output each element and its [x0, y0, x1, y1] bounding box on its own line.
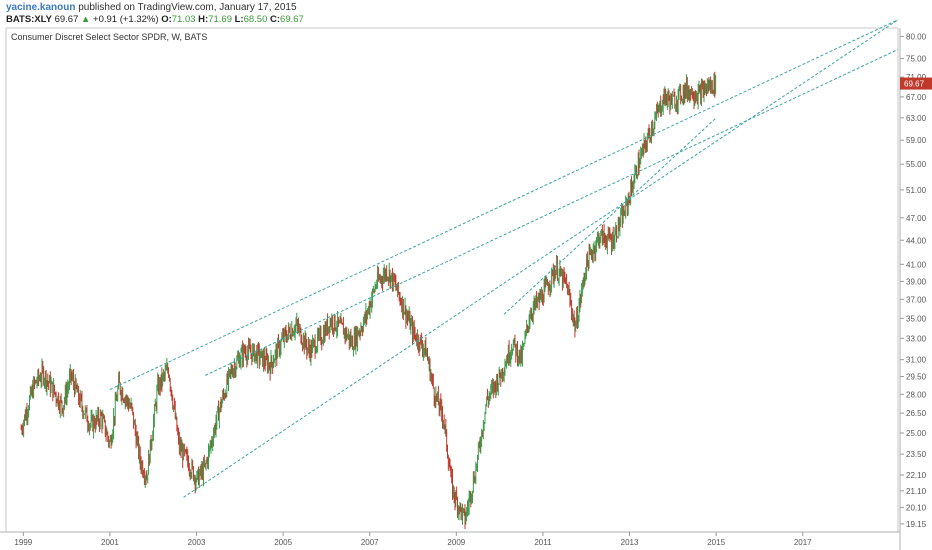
close-value: 69.67	[280, 14, 304, 25]
last-price-label: 69.67	[904, 80, 925, 89]
author-link[interactable]: yacine.kanoun	[6, 2, 76, 13]
high-label: H:	[198, 14, 209, 25]
x-tick-label: 2007	[361, 538, 379, 547]
price-change: +0.91 (+1.32%)	[93, 14, 159, 25]
y-tick-label: 67.00	[906, 93, 927, 102]
y-tick-label: 26.50	[906, 409, 927, 418]
y-tick-label: 39.00	[906, 277, 927, 286]
open-label: O:	[161, 14, 172, 25]
low-value: 68.50	[243, 14, 268, 25]
x-tick-label: 2003	[188, 538, 206, 547]
x-tick-label: 2005	[274, 538, 292, 547]
ohlc-bar: BATS:XLY 69.67 ▲ +0.91 (+1.32%) O:71.03 …	[6, 14, 304, 25]
y-tick-label: 29.50	[906, 373, 927, 382]
y-tick-label: 19.15	[906, 520, 927, 529]
plot-frame	[5, 27, 899, 533]
trend-line[interactable]	[503, 117, 717, 315]
up-arrow-icon: ▲	[81, 14, 91, 25]
x-tick-label: 2001	[101, 538, 119, 547]
y-tick-label: 25.00	[906, 429, 927, 438]
y-tick-label: 44.00	[906, 236, 927, 245]
y-tick-label: 55.00	[906, 160, 927, 169]
x-tick-label: 2017	[794, 538, 812, 547]
low-label: L:	[234, 14, 244, 25]
y-tick-label: 28.00	[906, 390, 927, 399]
close-label: C:	[270, 14, 281, 25]
last-price-tag	[900, 77, 932, 90]
y-tick-label: 35.00	[906, 314, 927, 323]
publish-text: published on TradingView.com, January 17…	[78, 2, 297, 13]
y-tick-label: 31.00	[906, 356, 927, 365]
trend-line[interactable]	[204, 48, 899, 376]
y-tick-label: 51.00	[906, 186, 927, 195]
open-value: 71.03	[171, 14, 196, 25]
x-tick-label: 2013	[621, 538, 639, 547]
y-tick-label: 22.10	[906, 471, 927, 480]
y-tick-label: 20.10	[906, 503, 927, 512]
y-tick-label: 33.00	[906, 334, 927, 343]
chart-title: Consumer Discret Select Sector SPDR, W, …	[11, 32, 208, 42]
x-tick-label: 1999	[14, 538, 32, 547]
high-value: 71.69	[208, 14, 232, 25]
y-tick-label: 47.00	[906, 214, 927, 223]
last-price: 69.67	[54, 14, 79, 25]
y-tick-label: 59.00	[906, 136, 927, 145]
y-tick-label: 23.50	[906, 450, 927, 459]
y-tick-label: 41.00	[906, 260, 927, 269]
chart-header: yacine.kanoun published on TradingView.c…	[0, 0, 932, 28]
trend-line[interactable]	[109, 19, 899, 390]
publish-info: yacine.kanoun published on TradingView.c…	[6, 2, 297, 13]
trend-line[interactable]	[183, 19, 899, 498]
y-tick-label: 63.00	[906, 114, 927, 123]
y-tick-label: 21.10	[906, 487, 927, 496]
x-tick-label: 2009	[447, 538, 465, 547]
x-tick-label: 2015	[707, 538, 725, 547]
y-tick-label: 37.00	[906, 295, 927, 304]
y-tick-label: 80.00	[906, 32, 927, 41]
symbol-label[interactable]: BATS:XLY	[6, 14, 52, 25]
x-tick-label: 2011	[534, 538, 552, 547]
y-tick-label: 75.00	[906, 54, 927, 63]
